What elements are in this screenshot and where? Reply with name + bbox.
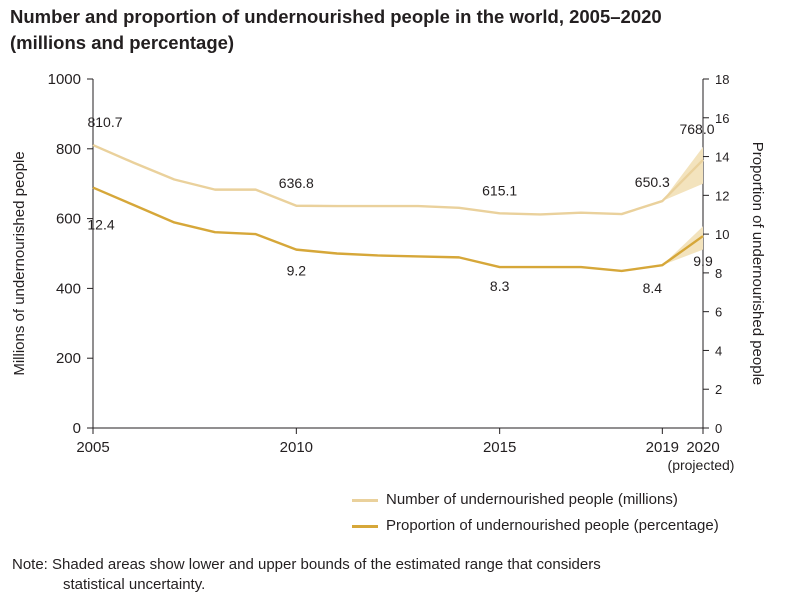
series-line-0 (92, 143, 704, 216)
x-tick-label: 2019 (646, 439, 679, 456)
note-line-1: Note: Shaded areas show lower and upper … (12, 556, 601, 573)
data-label: 636.8 (279, 175, 314, 191)
x-tick-label: 2005 (76, 439, 109, 456)
y-right-tick-label: 14 (715, 150, 729, 165)
y-right-tick-label: 16 (715, 111, 729, 126)
uncertainty-band-1 (662, 226, 703, 266)
data-label: 810.7 (87, 114, 122, 130)
data-label: 9.2 (287, 263, 307, 279)
title-line-2: (millions and percentage) (10, 32, 235, 53)
uncertainty-band-0 (662, 147, 703, 202)
legend-label-number: Number of undernourished people (million… (386, 491, 678, 508)
y-right-axis-title: Proportion of undernourished people (749, 142, 766, 386)
data-label: 12.4 (87, 217, 114, 233)
x-projected-label: (projected) (668, 457, 735, 473)
y-right-tick-label: 12 (715, 188, 729, 203)
x-tick-label: 2020 (686, 439, 719, 456)
chart-note: Note: Shaded areas show lower and upper … (12, 555, 772, 595)
legend-item-proportion: Proportion of undernourished people (per… (352, 513, 719, 539)
legend-swatch-proportion (352, 524, 378, 528)
chart-legend: Number of undernourished people (million… (352, 487, 719, 539)
title-line-1: Number and proportion of undernourished … (10, 6, 662, 27)
series-line-1 (92, 186, 704, 273)
data-label: 615.1 (482, 182, 517, 198)
y-right-tick-label: 4 (715, 343, 722, 358)
chart-title: Number and proportion of undernourished … (10, 4, 780, 56)
y-left-tick-label: 800 (56, 141, 81, 158)
y-right-tick-label: 10 (715, 227, 729, 242)
y-right-tick-label: 18 (715, 72, 729, 87)
y-right-tick-label: 6 (715, 305, 722, 320)
x-tick-label: 2010 (280, 439, 313, 456)
y-left-tick-label: 200 (56, 350, 81, 367)
y-left-tick-label: 1000 (48, 71, 81, 88)
y-left-tick-label: 600 (56, 211, 81, 228)
data-label: 768.0 (679, 121, 714, 137)
data-label: 9.9 (693, 253, 713, 269)
legend-swatch-number (352, 498, 378, 502)
legend-item-number: Number of undernourished people (million… (352, 487, 719, 513)
y-right-tick-label: 0 (715, 421, 722, 436)
data-label: 8.4 (643, 280, 663, 296)
y-right-tick-label: 2 (715, 382, 722, 397)
y-left-axis-title: Millions of undernourished people (11, 151, 28, 375)
data-label: 650.3 (635, 174, 670, 190)
y-left-tick-label: 400 (56, 280, 81, 297)
y-right-tick-label: 8 (715, 266, 722, 281)
data-label: 8.3 (490, 278, 510, 294)
note-line-2: statistical uncertainty. (63, 576, 206, 593)
y-left-tick-label: 0 (73, 420, 81, 437)
x-tick-label: 2015 (483, 439, 516, 456)
chart-canvas: 0 200 400 600 800 1000 0 2 4 6 8 10 12 14 16 18 2005 2010… (11, 71, 766, 473)
legend-label-proportion: Proportion of undernourished people (per… (386, 517, 719, 534)
